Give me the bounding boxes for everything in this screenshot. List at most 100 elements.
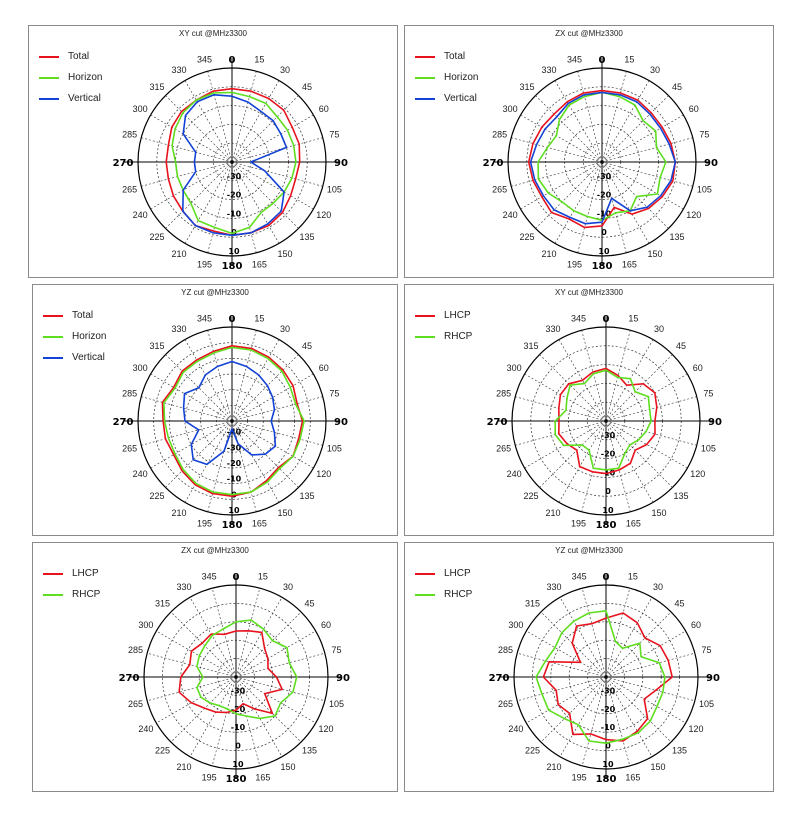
grid-spoke <box>517 676 607 702</box>
grid-spoke <box>231 396 323 422</box>
grid-spoke <box>605 676 686 724</box>
angle-tick-label: 90 <box>334 158 348 169</box>
angle-tick-label: 135 <box>302 746 317 756</box>
grid-spoke <box>150 161 233 210</box>
angle-tick-label: 105 <box>327 443 342 453</box>
grid-spoke <box>558 420 607 503</box>
radial-tick-label: -10 <box>597 209 612 218</box>
series-line-rhcp <box>196 619 298 720</box>
legend-item: Total <box>415 46 478 67</box>
angle-tick-label: 240 <box>508 724 523 734</box>
chart-legend: LHCP RHCP <box>415 563 472 605</box>
radial-tick-label: -30 <box>601 431 616 440</box>
grid-spoke <box>601 161 684 210</box>
angle-tick-label: 330 <box>546 582 561 592</box>
radial-tick-label: 10 <box>602 760 614 769</box>
grid-spoke <box>559 676 607 757</box>
angle-tick-label: 270 <box>119 673 140 684</box>
grid-spoke <box>605 611 672 678</box>
legend-item: Total <box>39 46 102 67</box>
legend-label: Vertical <box>68 93 101 104</box>
angle-tick-label: 135 <box>673 491 688 501</box>
legend-label: LHCP <box>444 310 471 321</box>
angle-tick-label: 60 <box>319 104 329 114</box>
angle-tick-label: 150 <box>280 762 295 772</box>
legend-item: RHCP <box>415 584 472 605</box>
angle-tick-label: 285 <box>122 389 137 399</box>
grid-spoke <box>231 161 323 187</box>
radial-tick-label: 10 <box>598 247 610 256</box>
angle-tick-label: 180 <box>226 774 247 785</box>
angle-tick-label: 90 <box>704 158 718 169</box>
legend-label: Horizon <box>72 331 107 342</box>
angle-tick-label: 135 <box>299 232 314 242</box>
grid-spoke <box>147 652 237 678</box>
angle-tick-label: 345 <box>571 314 586 324</box>
angle-tick-label: 330 <box>545 324 560 334</box>
legend-swatch <box>415 335 435 338</box>
grid-spoke <box>540 676 607 743</box>
angle-tick-label: 300 <box>133 104 148 114</box>
chart-title: YZ cut @MHz3300 <box>555 546 623 555</box>
radial-tick-label: -20 <box>227 459 242 468</box>
radial-tick-label: 10 <box>228 247 240 256</box>
radial-tick-label: -20 <box>601 705 616 714</box>
series-line-vertical <box>182 94 288 237</box>
angle-tick-label: 165 <box>625 772 640 782</box>
grid-spoke <box>526 630 607 678</box>
angle-tick-label: 120 <box>686 210 701 220</box>
grid-spoke <box>231 161 314 210</box>
angle-tick-label: 240 <box>133 210 148 220</box>
angle-tick-label: 15 <box>628 314 638 324</box>
polar-plot: 0 15 30 45 60 75 90 105 120 135 150 165 180 195 210 225… <box>113 55 348 272</box>
angle-tick-label: 60 <box>693 363 703 373</box>
grid-spoke <box>524 373 607 422</box>
grid-spoke <box>235 676 325 702</box>
angle-tick-label: 165 <box>252 259 267 269</box>
chart-legend: Total Horizon Vertical <box>43 305 106 368</box>
grid-spoke <box>235 597 283 678</box>
legend-item: Horizon <box>39 67 102 88</box>
angle-tick-label: 300 <box>503 104 518 114</box>
legend-item: Vertical <box>43 347 106 368</box>
angle-tick-label: 45 <box>672 82 682 92</box>
grid-spoke <box>605 588 631 678</box>
angle-tick-label: 120 <box>689 724 704 734</box>
legend-swatch <box>415 593 435 596</box>
grid-spoke <box>526 676 607 724</box>
angle-tick-label: 60 <box>319 363 329 373</box>
series-line-lhcp <box>178 630 283 715</box>
angle-tick-label: 225 <box>524 491 539 501</box>
series-line-total <box>527 89 677 229</box>
grid-spoke <box>156 630 237 678</box>
grid-spoke <box>581 588 607 678</box>
chart-title: YZ cut @MHz3300 <box>181 288 249 297</box>
legend-swatch <box>43 356 63 359</box>
angle-tick-label: 270 <box>483 158 504 169</box>
angle-tick-label: 165 <box>252 518 267 528</box>
legend-swatch <box>43 314 63 317</box>
angle-tick-label: 210 <box>171 508 186 518</box>
angle-tick-label: 225 <box>525 746 540 756</box>
series-line-total <box>161 344 304 497</box>
angle-tick-label: 30 <box>283 582 293 592</box>
angle-tick-label: 300 <box>138 620 153 630</box>
angle-tick-label: 180 <box>596 520 617 531</box>
grid-spoke <box>605 373 688 422</box>
legend-label: Total <box>72 310 94 321</box>
angle-tick-label: 15 <box>624 55 634 65</box>
xy-cut-total-panel: XY cut @MHz3300 0 15 30 45 60 75 90 105 120 135 150… <box>28 25 398 278</box>
angle-tick-label: 210 <box>171 249 186 259</box>
legend-item: Vertical <box>39 88 102 109</box>
series-line-horizon <box>171 91 297 235</box>
angle-tick-label: 180 <box>222 261 243 272</box>
radial-tick-label: -30 <box>227 443 242 452</box>
angle-tick-label: 285 <box>496 389 511 399</box>
angle-tick-label: 240 <box>133 469 148 479</box>
angle-tick-label: 285 <box>128 645 143 655</box>
angle-tick-label: 120 <box>316 210 331 220</box>
angle-tick-label: 105 <box>329 699 344 709</box>
legend-item: Horizon <box>43 326 106 347</box>
grid-spoke <box>231 137 323 163</box>
series-line-horizon <box>163 346 305 496</box>
